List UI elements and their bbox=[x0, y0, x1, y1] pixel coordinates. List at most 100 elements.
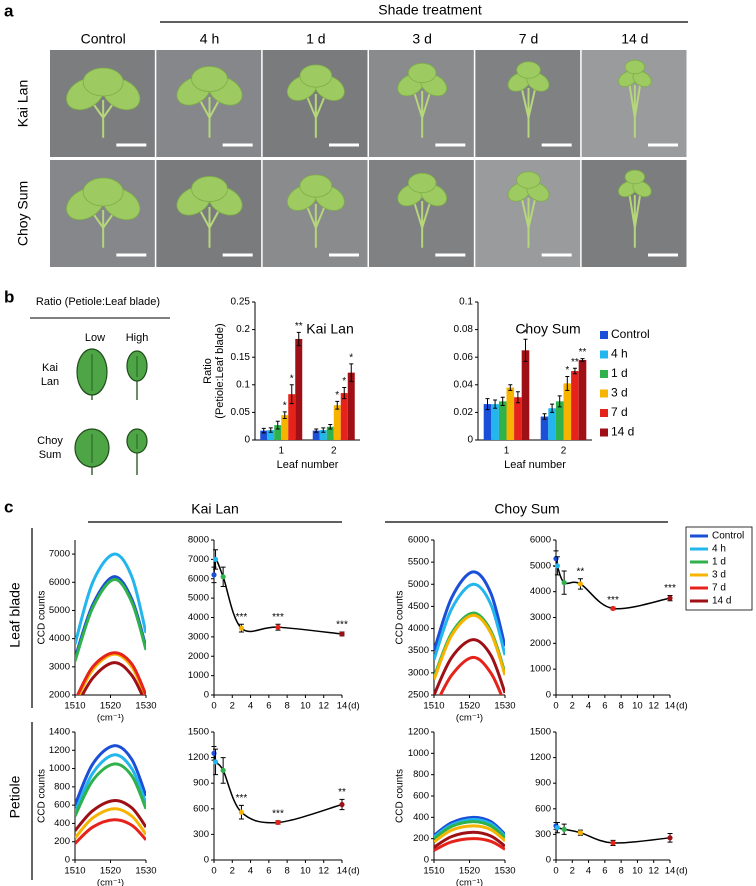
error-bar bbox=[282, 411, 287, 419]
significance-label: * bbox=[349, 352, 353, 363]
y-tick-label: 3000 bbox=[530, 612, 551, 623]
error-bar bbox=[565, 376, 570, 391]
y-axis-label: CCD counts bbox=[395, 769, 406, 823]
bar bbox=[312, 430, 320, 440]
y-tick-label: 5000 bbox=[530, 560, 551, 571]
legend-swatch bbox=[600, 428, 608, 437]
x-tick-label: 2 bbox=[561, 446, 567, 457]
y-tick-label: 0.05 bbox=[231, 407, 251, 418]
error-bar bbox=[542, 413, 547, 420]
spectrum-line bbox=[434, 830, 505, 849]
x-tick-label: 14 bbox=[337, 701, 348, 712]
bar bbox=[295, 338, 303, 440]
column-label: 14 d bbox=[621, 31, 648, 47]
error-bar bbox=[523, 338, 528, 362]
legend-label: 3 d bbox=[611, 386, 628, 400]
x-tick-label: 1530 bbox=[135, 701, 156, 712]
point bbox=[577, 581, 584, 587]
y-tick-label: 5000 bbox=[188, 593, 209, 604]
plant-stem bbox=[520, 195, 537, 248]
significance-label: * bbox=[283, 400, 287, 411]
y-tick-label: 900 bbox=[535, 778, 551, 789]
y-tick-label: 6000 bbox=[530, 535, 551, 546]
x-axis-label: (cm⁻¹) bbox=[97, 713, 124, 724]
x-tick-label: 1530 bbox=[494, 701, 515, 712]
point bbox=[610, 840, 616, 846]
y-tick-label: 1400 bbox=[49, 727, 70, 738]
bar bbox=[333, 405, 341, 440]
column-label: 4 h bbox=[200, 31, 219, 47]
error-bar bbox=[500, 396, 505, 406]
x-tick-label: 10 bbox=[632, 866, 643, 877]
y-tick-label: 4000 bbox=[530, 586, 551, 597]
legend-label: 14 d bbox=[712, 596, 731, 607]
y-tick-label: 0 bbox=[244, 435, 250, 446]
bar bbox=[571, 371, 579, 440]
legend-label: 1 d bbox=[611, 366, 628, 380]
error-bar bbox=[515, 391, 520, 404]
y-tick-label: 4000 bbox=[408, 623, 429, 634]
spectrum-line bbox=[75, 744, 146, 806]
legend-label: 14 d bbox=[611, 425, 634, 439]
x-tick-label: 8 bbox=[618, 701, 623, 712]
legend-label: 4 h bbox=[611, 347, 628, 361]
error-bar bbox=[314, 428, 319, 433]
legend-label: Control bbox=[712, 531, 744, 542]
x-tick-label: 4 bbox=[586, 701, 591, 712]
column-label: 3 d bbox=[412, 31, 431, 47]
column-header: Kai Lan bbox=[191, 501, 238, 517]
x-tick-label: 4 bbox=[248, 866, 253, 877]
y-tick-label: 0.2 bbox=[236, 324, 250, 335]
bar bbox=[514, 397, 522, 440]
y-axis-label: CCD counts bbox=[395, 591, 406, 645]
x-tick-label: 0 bbox=[553, 866, 558, 877]
y-tick-label: 0 bbox=[546, 855, 551, 866]
y-tick-label: 600 bbox=[54, 800, 70, 811]
y-tick-label: 1200 bbox=[188, 752, 209, 763]
bar bbox=[540, 416, 549, 440]
x-tick-label: 1510 bbox=[64, 866, 85, 877]
diagram-column: High bbox=[126, 332, 149, 344]
point bbox=[561, 580, 567, 586]
point bbox=[211, 572, 217, 578]
y-tick-label: 4000 bbox=[49, 633, 70, 644]
spectrum-line bbox=[434, 638, 505, 695]
bar bbox=[347, 372, 355, 440]
x-tick-label: 1530 bbox=[135, 866, 156, 877]
bar bbox=[288, 394, 296, 440]
y-tick-label: 0.25 bbox=[231, 297, 251, 308]
x-tick-label: 8 bbox=[284, 866, 289, 877]
legend-label: 1 d bbox=[712, 557, 726, 568]
error-bar bbox=[485, 398, 490, 411]
y-tick-label: 5000 bbox=[49, 605, 70, 616]
x-tick-label: 10 bbox=[632, 701, 643, 712]
y-tick-label: 1000 bbox=[49, 763, 70, 774]
group-title: Shade treatment bbox=[378, 2, 482, 18]
point bbox=[220, 767, 226, 774]
x-tick-label: 10 bbox=[300, 866, 311, 877]
panel-label: a bbox=[4, 1, 14, 20]
x-tick-label: 2 bbox=[230, 866, 235, 877]
legend-swatch bbox=[600, 370, 608, 378]
y-tick-label: 600 bbox=[193, 803, 209, 814]
plant-leaf bbox=[407, 62, 437, 84]
x-tick-label: 12 bbox=[318, 701, 329, 712]
error-bar bbox=[550, 403, 555, 413]
y-tick-label: 800 bbox=[413, 769, 429, 780]
significance-label: ** bbox=[571, 357, 579, 368]
significance-label: * bbox=[342, 376, 346, 387]
significance-label: *** bbox=[236, 612, 248, 623]
bar bbox=[548, 408, 556, 440]
point bbox=[275, 819, 281, 826]
bar bbox=[274, 425, 282, 440]
error-bar bbox=[268, 427, 273, 433]
y-tick-label: 6000 bbox=[408, 535, 429, 546]
diagram-row-label: Kai bbox=[42, 362, 58, 374]
y-tick-label: 200 bbox=[54, 836, 70, 847]
y-tick-label: 1000 bbox=[530, 664, 551, 675]
error-bar bbox=[296, 331, 301, 347]
legend-label: Control bbox=[611, 327, 650, 341]
error-bar bbox=[275, 420, 280, 430]
spectrum-line bbox=[75, 577, 146, 662]
x-tick-label: 2 bbox=[230, 701, 235, 712]
